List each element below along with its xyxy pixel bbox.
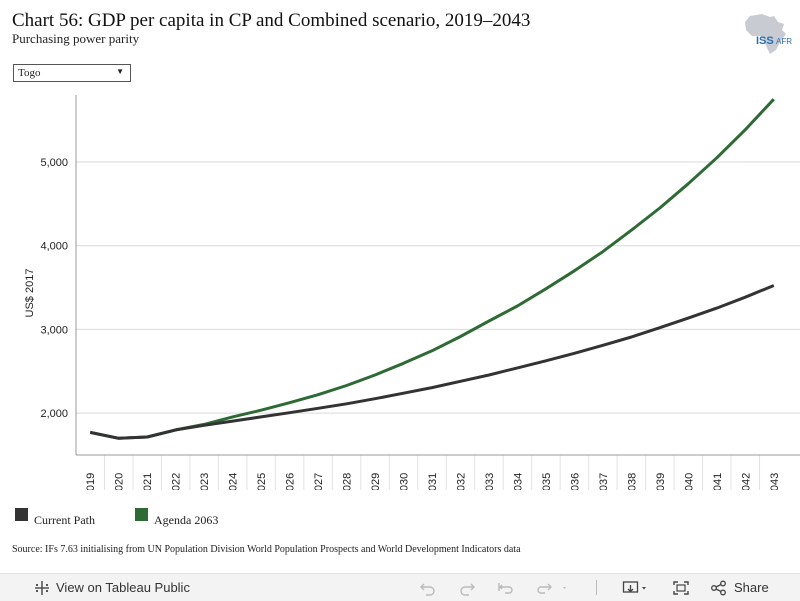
logo-text: ISS [756, 35, 774, 47]
download-button[interactable] [622, 574, 652, 601]
x-tick-label: 2032 [455, 473, 467, 490]
toolbar-divider [596, 580, 597, 595]
country-select-value: Togo [18, 67, 40, 79]
y-tick-label: 4,000 [40, 241, 68, 253]
y-axis-label: US$ 2017 [24, 269, 36, 318]
revert-button[interactable] [497, 574, 515, 601]
x-tick-label: 2036 [569, 473, 581, 490]
x-tick-label: 2042 [740, 473, 752, 490]
x-tick-label: 2023 [199, 473, 211, 490]
legend-swatch-current-path [15, 508, 28, 521]
y-axis-ticks: 2,000 3,000 4,000 5,000 [40, 157, 68, 420]
series-group [90, 99, 774, 438]
x-tick-label: 2030 [399, 473, 411, 490]
view-on-tableau-button[interactable]: View on Tableau Public [34, 574, 190, 601]
revert-icon [497, 580, 515, 596]
x-tick-label: 2022 [171, 473, 183, 490]
redo-icon [458, 580, 476, 596]
chart-subtitle: Purchasing power parity [12, 31, 139, 47]
x-tick-label: 2035 [541, 473, 553, 490]
share-label: Share [734, 580, 769, 595]
x-tick-label: 2020 [114, 473, 126, 490]
y-tick-label: 2,000 [40, 408, 68, 420]
refresh-button[interactable] [535, 574, 569, 601]
grid-lines [76, 162, 800, 413]
country-select[interactable]: Togo ▼ [13, 64, 131, 82]
refresh-icon [535, 580, 569, 596]
share-button[interactable]: Share [710, 574, 769, 601]
chart-title: Chart 56: GDP per capita in CP and Combi… [12, 10, 530, 32]
legend-swatch-agenda-2063 [135, 508, 148, 521]
fullscreen-icon [672, 580, 690, 596]
chevron-down-icon: ▼ [116, 67, 124, 76]
x-tick-label: 2041 [712, 473, 724, 490]
x-tick-label: 2025 [256, 473, 268, 490]
x-tick-label: 2039 [655, 473, 667, 490]
chart-area: 2,000 3,000 4,000 5,000 2019 2020 2021 2022 202… [0, 90, 800, 490]
redo-button[interactable] [458, 574, 476, 601]
x-tick-label: 2033 [484, 473, 496, 490]
fullscreen-button[interactable] [672, 574, 690, 601]
x-tick-label: 2029 [370, 473, 382, 490]
x-axis-ticks: 2019 2020 2021 2022 2023 2024 2025 2026 2027 2028… [85, 455, 781, 490]
x-tick-label: 2037 [598, 473, 610, 490]
tableau-toolbar: View on Tableau Public Share [0, 573, 800, 601]
series-line-current-path [90, 286, 774, 439]
x-tick-label: 2038 [626, 473, 638, 490]
x-tick-label: 2040 [683, 473, 695, 490]
download-icon [622, 580, 652, 596]
x-tick-label: 2034 [512, 473, 524, 490]
africa-map-logo-icon: ISS AFRICA [740, 12, 792, 56]
tableau-logo-icon [34, 580, 50, 596]
x-tick-label: 2027 [313, 473, 325, 490]
undo-button[interactable] [419, 574, 437, 601]
logo-text-2: AFRICA [776, 37, 792, 46]
legend-label-current-path: Current Path [34, 513, 95, 528]
x-tick-label: 2021 [142, 473, 154, 490]
y-tick-label: 5,000 [40, 157, 68, 169]
line-chart: 2,000 3,000 4,000 5,000 2019 2020 2021 2022 202… [0, 90, 800, 490]
undo-icon [419, 580, 437, 596]
x-tick-label: 2028 [342, 473, 354, 490]
y-tick-label: 3,000 [40, 324, 68, 336]
view-on-tableau-label: View on Tableau Public [56, 580, 190, 595]
source-note: Source: IFs 7.63 initialising from UN Po… [12, 544, 521, 555]
share-icon [710, 580, 728, 596]
x-tick-label: 2019 [85, 473, 97, 490]
x-tick-label: 2026 [285, 473, 297, 490]
x-tick-label: 2031 [427, 473, 439, 490]
x-tick-label: 2024 [228, 473, 240, 490]
x-tick-label: 2043 [769, 473, 781, 490]
legend-label-agenda-2063: Agenda 2063 [154, 513, 218, 528]
